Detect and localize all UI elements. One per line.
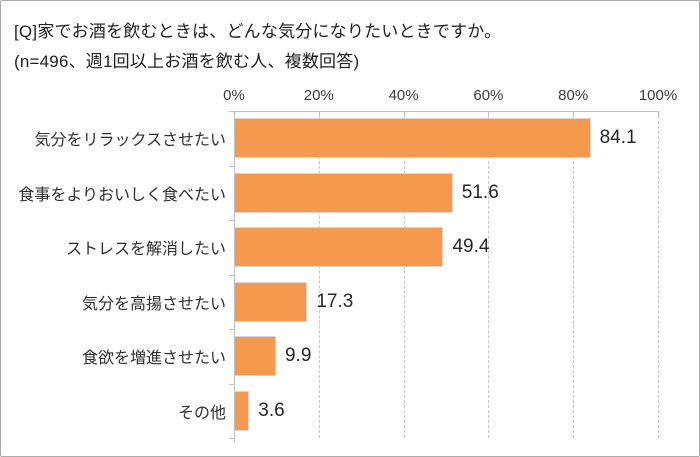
x-axis-tick-label: 20% [303, 87, 334, 104]
bar-value-label: 84.1 [599, 127, 637, 149]
vertical-gridline [573, 111, 575, 438]
category-label: 気分を高揚させたい [81, 295, 226, 313]
x-axis-line [234, 111, 658, 112]
vertical-gridline [658, 111, 659, 438]
bar [234, 336, 276, 377]
category-label: 食欲を増進させたい [81, 350, 226, 368]
bar-value-label: 3.6 [258, 399, 285, 421]
bar-value-label: 51.6 [461, 181, 499, 203]
vertical-gridline [403, 111, 405, 438]
bar [234, 227, 444, 268]
x-axis-tick-label: 0% [223, 87, 245, 104]
x-axis-tick-mark [573, 111, 575, 116]
bar-value-label: 49.4 [452, 236, 490, 258]
category-label: その他 [177, 404, 226, 422]
y-axis-tick-mark [229, 111, 234, 112]
x-axis-tick-mark [318, 111, 320, 116]
y-axis-tick-mark [229, 329, 234, 330]
x-axis-tick-mark [488, 111, 490, 116]
vertical-gridline [488, 111, 490, 438]
y-axis-tick-mark [229, 438, 234, 439]
y-axis-tick-mark [229, 165, 234, 167]
category-label: 食事をよりおいしく食べたい [18, 186, 226, 204]
bar-value-label: 9.9 [284, 345, 312, 367]
bar [234, 390, 250, 431]
x-axis-tick-mark [234, 111, 235, 116]
chart-title: [Q]家でお酒を飲むときは、どんな気分になりたいときですか。 [14, 22, 502, 41]
y-axis-tick-mark [229, 220, 234, 221]
x-axis-tick-mark [658, 111, 659, 116]
x-axis-tick-label: 40% [388, 87, 419, 104]
y-axis-tick-mark [229, 274, 234, 276]
bar [234, 172, 453, 213]
y-axis-tick-mark [229, 383, 234, 385]
bar [234, 118, 591, 159]
x-axis-tick-label: 60% [473, 87, 504, 104]
bar-value-label: 17.3 [316, 290, 354, 312]
chart-subtitle: (n=496、週1回以上お酒を飲む人、複数回答) [14, 52, 360, 71]
category-label: 気分をリラックスさせたい [34, 132, 226, 150]
y-axis-line [234, 111, 235, 443]
x-axis-tick-mark [403, 111, 405, 116]
bar [234, 281, 308, 322]
x-axis-tick-label: 100% [638, 87, 678, 104]
category-label: ストレスを解消したい [65, 241, 226, 259]
x-axis-tick-label: 80% [558, 87, 589, 104]
vertical-gridline [318, 111, 320, 438]
